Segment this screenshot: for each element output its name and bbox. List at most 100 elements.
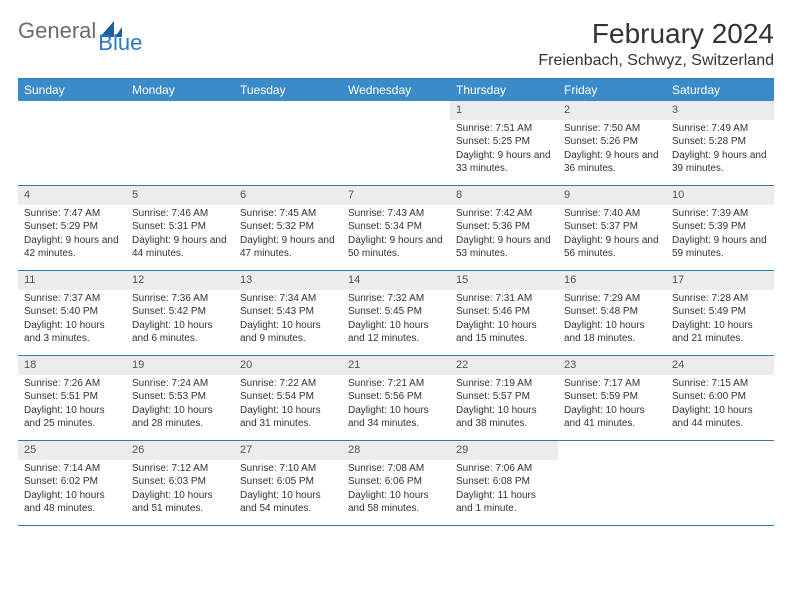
day-number: 16 xyxy=(558,271,666,290)
calendar-day-cell: 29Sunrise: 7:06 AMSunset: 6:08 PMDayligh… xyxy=(450,441,558,525)
sunrise-text: Sunrise: 7:21 AM xyxy=(348,377,444,391)
daylight-text: Daylight: 10 hours and 34 minutes. xyxy=(348,404,444,431)
day-details: Sunrise: 7:06 AMSunset: 6:08 PMDaylight:… xyxy=(450,462,558,516)
day-header-cell: Sunday xyxy=(18,79,126,101)
day-details: Sunrise: 7:40 AMSunset: 5:37 PMDaylight:… xyxy=(558,207,666,261)
day-details: Sunrise: 7:21 AMSunset: 5:56 PMDaylight:… xyxy=(342,377,450,431)
calendar-day-cell: 20Sunrise: 7:22 AMSunset: 5:54 PMDayligh… xyxy=(234,356,342,440)
day-details: Sunrise: 7:46 AMSunset: 5:31 PMDaylight:… xyxy=(126,207,234,261)
day-number: 21 xyxy=(342,356,450,375)
day-number: 2 xyxy=(558,101,666,120)
sunset-text: Sunset: 5:42 PM xyxy=(132,305,228,319)
day-header-cell: Monday xyxy=(126,79,234,101)
sunset-text: Sunset: 6:08 PM xyxy=(456,475,552,489)
daylight-text: Daylight: 10 hours and 38 minutes. xyxy=(456,404,552,431)
sunrise-text: Sunrise: 7:24 AM xyxy=(132,377,228,391)
calendar-day-cell: 14Sunrise: 7:32 AMSunset: 5:45 PMDayligh… xyxy=(342,271,450,355)
daylight-text: Daylight: 10 hours and 58 minutes. xyxy=(348,489,444,516)
day-details: Sunrise: 7:50 AMSunset: 5:26 PMDaylight:… xyxy=(558,122,666,176)
calendar-day-cell: 17 Sunrise: 7:28 AMSunset: 5:49 PMDayligh… xyxy=(666,271,774,355)
sunrise-text: Sunrise: 7:14 AM xyxy=(24,462,120,476)
day-header-cell: Wednesday xyxy=(342,79,450,101)
calendar-day-cell: 28Sunrise: 7:08 AMSunset: 6:06 PMDayligh… xyxy=(342,441,450,525)
sunrise-text: Sunrise: 7:22 AM xyxy=(240,377,336,391)
daylight-text: Daylight: 11 hours and 1 minute. xyxy=(456,489,552,516)
day-details: Sunrise: 7:12 AMSunset: 6:03 PMDaylight:… xyxy=(126,462,234,516)
day-details: Sunrise: 7:43 AMSunset: 5:34 PMDaylight:… xyxy=(342,207,450,261)
sunrise-text: Sunrise: 7:37 AM xyxy=(24,292,120,306)
sunset-text: Sunset: 5:45 PM xyxy=(348,305,444,319)
day-details: Sunrise: 7:08 AMSunset: 6:06 PMDaylight:… xyxy=(342,462,450,516)
sunrise-text: Sunrise: 7:39 AM xyxy=(672,207,768,221)
sunset-text: Sunset: 6:06 PM xyxy=(348,475,444,489)
calendar-day-cell: 24Sunrise: 7:15 AMSunset: 6:00 PMDayligh… xyxy=(666,356,774,440)
day-details: Sunrise: 7:15 AMSunset: 6:00 PMDaylight:… xyxy=(666,377,774,431)
day-number: 6 xyxy=(234,186,342,205)
day-details: Sunrise: 7:29 AMSunset: 5:48 PMDaylight:… xyxy=(558,292,666,346)
day-details: Sunrise: 7:28 AMSunset: 5:49 PMDaylight:… xyxy=(666,292,774,346)
sunrise-text: Sunrise: 7:31 AM xyxy=(456,292,552,306)
sunset-text: Sunset: 5:39 PM xyxy=(672,220,768,234)
day-number: 18 xyxy=(18,356,126,375)
daylight-text: Daylight: 10 hours and 25 minutes. xyxy=(24,404,120,431)
daylight-text: Daylight: 10 hours and 6 minutes. xyxy=(132,319,228,346)
calendar-day-cell: 7Sunrise: 7:43 AMSunset: 5:34 PMDaylight… xyxy=(342,186,450,270)
calendar-day-cell: 9Sunrise: 7:40 AMSunset: 5:37 PMDaylight… xyxy=(558,186,666,270)
logo-text-general: General xyxy=(18,18,96,44)
day-number: 25 xyxy=(18,441,126,460)
title-block: February 2024 Freienbach, Schwyz, Switze… xyxy=(538,18,774,70)
calendar-week-row: 1Sunrise: 7:51 AMSunset: 5:25 PMDaylight… xyxy=(18,101,774,186)
day-number: 15 xyxy=(450,271,558,290)
sunset-text: Sunset: 5:56 PM xyxy=(348,390,444,404)
day-details: Sunrise: 7:10 AMSunset: 6:05 PMDaylight:… xyxy=(234,462,342,516)
sunset-text: Sunset: 5:28 PM xyxy=(672,135,768,149)
calendar-day-cell: 8Sunrise: 7:42 AMSunset: 5:36 PMDaylight… xyxy=(450,186,558,270)
page-header: General Blue February 2024 Freienbach, S… xyxy=(18,18,774,70)
sunset-text: Sunset: 5:49 PM xyxy=(672,305,768,319)
sunset-text: Sunset: 5:34 PM xyxy=(348,220,444,234)
day-details: Sunrise: 7:31 AMSunset: 5:46 PMDaylight:… xyxy=(450,292,558,346)
daylight-text: Daylight: 10 hours and 41 minutes. xyxy=(564,404,660,431)
day-number: 1 xyxy=(450,101,558,120)
day-header-cell: Thursday xyxy=(450,79,558,101)
sunrise-text: Sunrise: 7:50 AM xyxy=(564,122,660,136)
day-number: 13 xyxy=(234,271,342,290)
day-number: 27 xyxy=(234,441,342,460)
sunset-text: Sunset: 5:31 PM xyxy=(132,220,228,234)
calendar-week-row: 4Sunrise: 7:47 AMSunset: 5:29 PMDaylight… xyxy=(18,186,774,271)
sunset-text: Sunset: 5:43 PM xyxy=(240,305,336,319)
daylight-text: Daylight: 10 hours and 15 minutes. xyxy=(456,319,552,346)
daylight-text: Daylight: 9 hours and 50 minutes. xyxy=(348,234,444,261)
day-number: 17 xyxy=(666,271,774,290)
calendar-day-cell: 11Sunrise: 7:37 AMSunset: 5:40 PMDayligh… xyxy=(18,271,126,355)
calendar-day-header: SundayMondayTuesdayWednesdayThursdayFrid… xyxy=(18,79,774,101)
daylight-text: Daylight: 10 hours and 51 minutes. xyxy=(132,489,228,516)
calendar-day-cell xyxy=(666,441,774,525)
calendar-day-cell: 5Sunrise: 7:46 AMSunset: 5:31 PMDaylight… xyxy=(126,186,234,270)
day-details: Sunrise: 7:36 AMSunset: 5:42 PMDaylight:… xyxy=(126,292,234,346)
day-number: 3 xyxy=(666,101,774,120)
sunrise-text: Sunrise: 7:10 AM xyxy=(240,462,336,476)
day-details: Sunrise: 7:45 AMSunset: 5:32 PMDaylight:… xyxy=(234,207,342,261)
sunrise-text: Sunrise: 7:34 AM xyxy=(240,292,336,306)
logo: General Blue xyxy=(18,18,168,44)
day-details: Sunrise: 7:42 AMSunset: 5:36 PMDaylight:… xyxy=(450,207,558,261)
location-subtitle: Freienbach, Schwyz, Switzerland xyxy=(538,52,774,70)
day-header-cell: Saturday xyxy=(666,79,774,101)
sunset-text: Sunset: 6:00 PM xyxy=(672,390,768,404)
calendar-day-cell: 12Sunrise: 7:36 AMSunset: 5:42 PMDayligh… xyxy=(126,271,234,355)
sunrise-text: Sunrise: 7:36 AM xyxy=(132,292,228,306)
daylight-text: Daylight: 9 hours and 36 minutes. xyxy=(564,149,660,176)
logo-text-blue: Blue xyxy=(98,30,142,56)
sunset-text: Sunset: 5:48 PM xyxy=(564,305,660,319)
sunrise-text: Sunrise: 7:19 AM xyxy=(456,377,552,391)
calendar-day-cell: 13Sunrise: 7:34 AMSunset: 5:43 PMDayligh… xyxy=(234,271,342,355)
sunset-text: Sunset: 5:29 PM xyxy=(24,220,120,234)
daylight-text: Daylight: 9 hours and 47 minutes. xyxy=(240,234,336,261)
sunset-text: Sunset: 5:36 PM xyxy=(456,220,552,234)
day-number: 4 xyxy=(18,186,126,205)
calendar-day-cell: 18Sunrise: 7:26 AMSunset: 5:51 PMDayligh… xyxy=(18,356,126,440)
calendar-day-cell: 21 Sunrise: 7:21 AMSunset: 5:56 PMDayligh… xyxy=(342,356,450,440)
day-details: Sunrise: 7:14 AMSunset: 6:02 PMDaylight:… xyxy=(18,462,126,516)
day-number: 10 xyxy=(666,186,774,205)
